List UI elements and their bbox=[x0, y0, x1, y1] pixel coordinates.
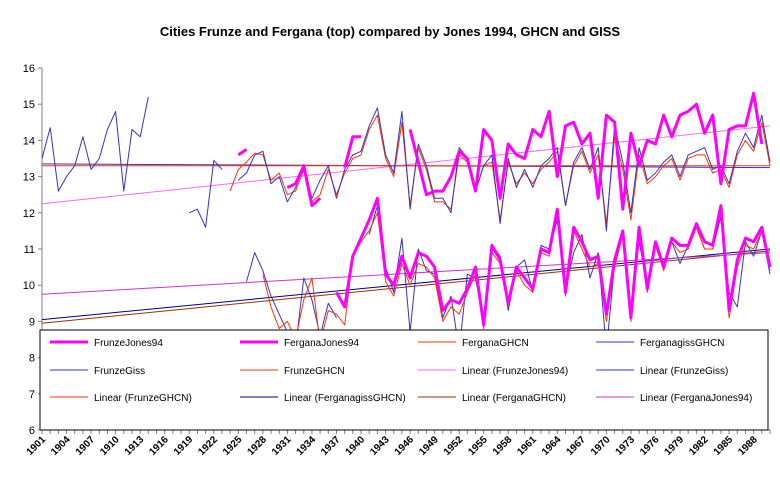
series-line-frunzejones94 bbox=[343, 135, 361, 168]
x-tick-label: 1958 bbox=[491, 434, 515, 458]
series-line-frunzegiss bbox=[41, 96, 149, 192]
y-tick-label: 12 bbox=[23, 208, 35, 220]
legend-label-ferganagissghcn: FerganagissGHCN bbox=[640, 338, 724, 349]
legend-label-linear-frunzegiss: Linear (FrunzeGiss) bbox=[640, 366, 728, 377]
legend-label-ferganajones94: FerganaJones94 bbox=[284, 338, 359, 349]
series-line-frunzeghcn bbox=[229, 114, 771, 225]
x-tick-label: 1985 bbox=[712, 434, 736, 458]
x-tick-label: 1928 bbox=[245, 434, 269, 458]
y-tick-label: 7 bbox=[29, 389, 35, 401]
x-tick-label: 1910 bbox=[98, 434, 122, 458]
legend-label-linear-ferganagissghcn: Linear (FerganagissGHCN) bbox=[284, 393, 406, 404]
legend-label-frunzegiss: FrunzeGiss bbox=[94, 366, 145, 377]
y-tick-label: 16 bbox=[23, 63, 35, 75]
legend-label-linear-frunzeghcn: Linear (FrunzeGHCN) bbox=[94, 393, 192, 404]
x-tick-label: 1946 bbox=[393, 434, 417, 458]
x-tick-label: 1982 bbox=[687, 434, 711, 458]
y-tick-label: 13 bbox=[23, 172, 35, 184]
legend-box bbox=[39, 329, 769, 431]
legend-label-linear-ferganaghcn: Linear (FerganaGHCN) bbox=[462, 393, 566, 404]
x-tick-label: 1931 bbox=[270, 434, 294, 458]
x-tick-label: 1967 bbox=[564, 434, 588, 458]
x-tick-label: 1949 bbox=[417, 434, 441, 458]
y-tick-label: 15 bbox=[23, 99, 35, 111]
x-tick-label: 1940 bbox=[344, 434, 368, 458]
legend-label-linear-frunzejones94: Linear (FrunzeJones94) bbox=[462, 366, 568, 377]
x-tick-label: 1970 bbox=[589, 434, 613, 458]
x-tick-label: 1913 bbox=[123, 434, 147, 458]
legend-label-linear-ferganajones94: Linear (FerganaJones94) bbox=[640, 393, 752, 404]
x-tick-label: 1919 bbox=[172, 434, 196, 458]
chart-title: Cities Frunze and Fergana (top) compared… bbox=[160, 24, 620, 39]
y-tick-label: 10 bbox=[23, 280, 35, 292]
series-line-ferganagissghcn bbox=[368, 205, 771, 351]
x-axis: 1901 1904 1907 1910 1913 1916 1919 1922 1925 1928… bbox=[25, 429, 771, 458]
x-tick-label: 1973 bbox=[614, 434, 638, 458]
legend-label-ferganaghcn: FerganaGHCN bbox=[462, 338, 529, 349]
series-line-frunzegiss bbox=[237, 107, 771, 232]
legend-label-frunzejones94: FrunzeJones94 bbox=[94, 338, 163, 349]
series-line-frunzegiss bbox=[188, 159, 223, 228]
x-tick-label: 1943 bbox=[368, 434, 392, 458]
x-tick-label: 1976 bbox=[638, 434, 662, 458]
series-line-frunzejones94 bbox=[286, 164, 322, 208]
x-tick-label: 1925 bbox=[221, 434, 245, 458]
y-axis: 6 7 8 9 10 11 12 13 14 15 16 bbox=[23, 63, 43, 437]
x-tick-label: 1961 bbox=[515, 434, 539, 458]
x-tick-label: 1907 bbox=[74, 434, 98, 458]
plot-series bbox=[41, 91, 772, 351]
y-tick-label: 14 bbox=[23, 135, 35, 147]
y-tick-label: 11 bbox=[24, 244, 35, 256]
x-tick-label: 1979 bbox=[663, 434, 687, 458]
legend: FrunzeJones94 FerganaJones94 FerganaGHCN Fe… bbox=[39, 329, 769, 431]
y-tick-label: 9 bbox=[29, 316, 35, 328]
y-tick-label: 6 bbox=[29, 425, 35, 437]
series-line-ferganajones94 bbox=[335, 196, 772, 327]
x-tick-label: 1916 bbox=[147, 434, 171, 458]
x-tick-label: 1955 bbox=[466, 434, 490, 458]
x-tick-label: 1952 bbox=[442, 434, 466, 458]
series-line-frunzejones94 bbox=[408, 91, 764, 211]
x-tick-label: 1904 bbox=[49, 434, 73, 458]
x-tick-label: 1934 bbox=[295, 434, 319, 458]
legend-label-frunzeghcn: FrunzeGHCN bbox=[284, 366, 345, 377]
x-tick-label: 1937 bbox=[319, 434, 343, 458]
x-tick-label: 1901 bbox=[25, 434, 49, 458]
y-tick-label: 8 bbox=[29, 353, 35, 365]
x-tick-label: 1964 bbox=[540, 434, 564, 458]
series-line-frunzejones94 bbox=[237, 148, 248, 157]
x-tick-label: 1922 bbox=[196, 434, 220, 458]
x-tick-label: 1988 bbox=[736, 434, 760, 458]
